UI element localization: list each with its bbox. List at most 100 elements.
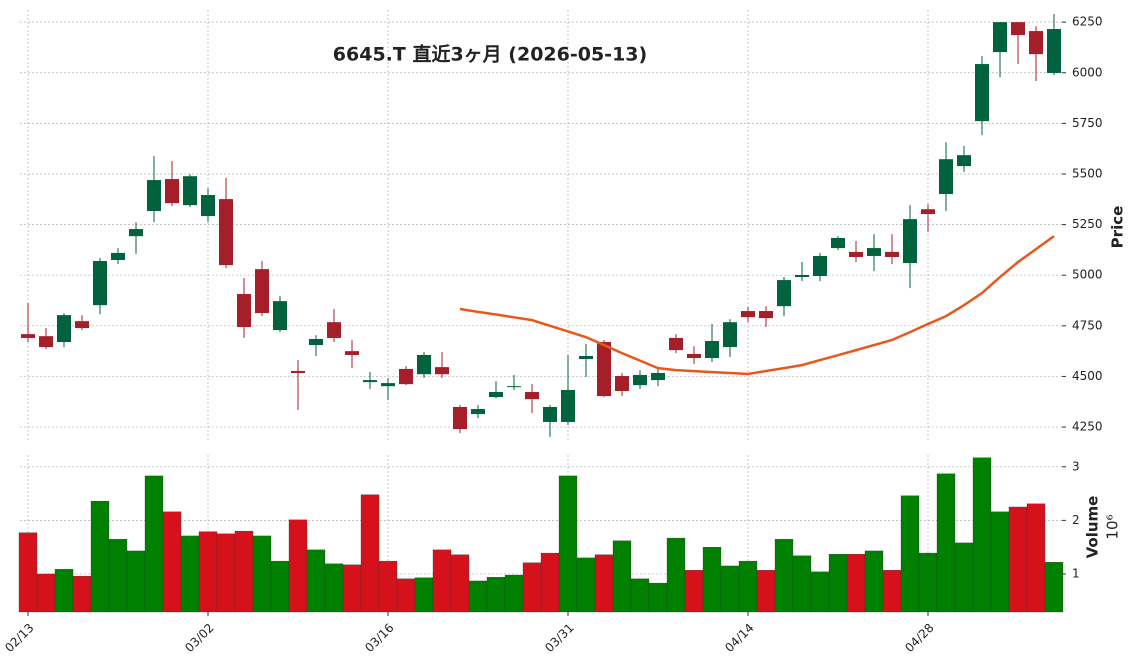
volume-bar (612, 540, 632, 613)
candle-body (237, 294, 251, 328)
volume-bar (252, 535, 272, 613)
volume-bar (216, 533, 236, 613)
volume-bar (414, 577, 434, 613)
x-tick-label: 03/02 (182, 621, 216, 655)
candle-body (345, 351, 359, 355)
candle-body (975, 64, 989, 122)
y2-tick-label: 3 (1072, 459, 1080, 473)
y-tick-label: 4500 (1072, 369, 1103, 383)
volume-bar (774, 538, 794, 613)
candle-body (273, 301, 287, 331)
candle-body (615, 376, 629, 392)
candle-body (111, 252, 125, 261)
candle-body (831, 237, 845, 249)
candle-body (705, 341, 719, 359)
x-tick-label: 04/28 (902, 621, 936, 655)
volume-bar (162, 511, 182, 613)
volume-bar (846, 553, 866, 613)
candle-body (561, 389, 575, 422)
volume-bar (828, 553, 848, 613)
candle-body (507, 386, 521, 388)
candle-body (129, 229, 143, 237)
candle-body (867, 248, 881, 256)
volume-bar (756, 570, 776, 613)
candle-body (741, 311, 755, 318)
volume-bar (270, 560, 290, 613)
volume-bar (900, 495, 920, 613)
volume-bar (108, 538, 128, 613)
volume-bar (144, 475, 164, 613)
candle-body (255, 269, 269, 314)
volume-bar (432, 549, 452, 613)
x-tick-label: 03/16 (362, 621, 396, 655)
y-tick-label: 5250 (1072, 217, 1103, 231)
candle-body (1011, 22, 1025, 36)
y-tick-label: 4750 (1072, 318, 1103, 332)
x-tick-label: 02/13 (2, 621, 36, 655)
volume-bar (342, 564, 362, 613)
candle-body (723, 322, 737, 348)
candle-body (363, 380, 377, 383)
volume-bar (684, 570, 704, 613)
y2-axis-label: Volume (1084, 496, 1102, 559)
candle-body (417, 354, 431, 375)
volume-bar (18, 532, 38, 613)
volume-bar (594, 554, 614, 613)
candle-body (435, 367, 449, 375)
candle-body (219, 199, 233, 266)
volume-bar (720, 565, 740, 613)
candle-body (291, 370, 305, 373)
volume-bar (936, 473, 956, 613)
volume-bar (306, 549, 326, 613)
volume-bar (666, 537, 686, 613)
candle-body (993, 22, 1007, 53)
volume-bar (378, 560, 398, 613)
candle-body (309, 338, 323, 346)
volume-bar (324, 563, 344, 613)
candle-body (201, 195, 215, 217)
candle-body (795, 275, 809, 278)
volume-bar (234, 530, 254, 613)
y-tick-label: 4250 (1072, 420, 1103, 434)
candle-body (381, 383, 395, 387)
moving-average-line (459, 235, 1055, 376)
candle-body (57, 315, 71, 343)
volume-bar (864, 550, 884, 613)
volume-bar (810, 571, 830, 613)
candle-body (471, 409, 485, 415)
volume-bar (468, 580, 488, 613)
volume-bar (990, 511, 1010, 613)
chart-title: 6645.T 直近3ヶ月 (2026-05-13) (333, 43, 647, 66)
candle-body (165, 179, 179, 204)
volume-bar (702, 547, 722, 613)
y2-tick-label: 2 (1072, 513, 1080, 527)
candle-body (489, 392, 503, 398)
candle-body (1029, 31, 1043, 55)
volume-bar (486, 577, 506, 613)
y-tick-label: 5750 (1072, 116, 1103, 130)
volume-bar (738, 560, 758, 613)
candle-body (633, 375, 647, 386)
volume-bar (918, 552, 938, 613)
candle-body (597, 342, 611, 397)
x-tick-label: 04/14 (722, 621, 756, 655)
volume-bar (504, 574, 524, 613)
volume-bar (540, 552, 560, 613)
y-tick-label: 6250 (1072, 15, 1103, 29)
x-tick-label: 03/31 (542, 621, 576, 655)
candle-body (75, 321, 89, 329)
y-tick-label: 5000 (1072, 268, 1103, 282)
candle-body (21, 334, 35, 338)
candle-body (183, 176, 197, 206)
y2-multiplier: 10⁶ (1104, 514, 1122, 539)
volume-bar (972, 457, 992, 613)
candle-body (849, 251, 863, 257)
candle-body (525, 392, 539, 400)
candle-body (579, 355, 593, 360)
volume-bar (558, 475, 578, 613)
volume-bar (450, 554, 470, 613)
candle-body (93, 261, 107, 306)
volume-bar (288, 519, 308, 613)
volume-bar (576, 557, 596, 613)
candle-body (813, 255, 827, 277)
